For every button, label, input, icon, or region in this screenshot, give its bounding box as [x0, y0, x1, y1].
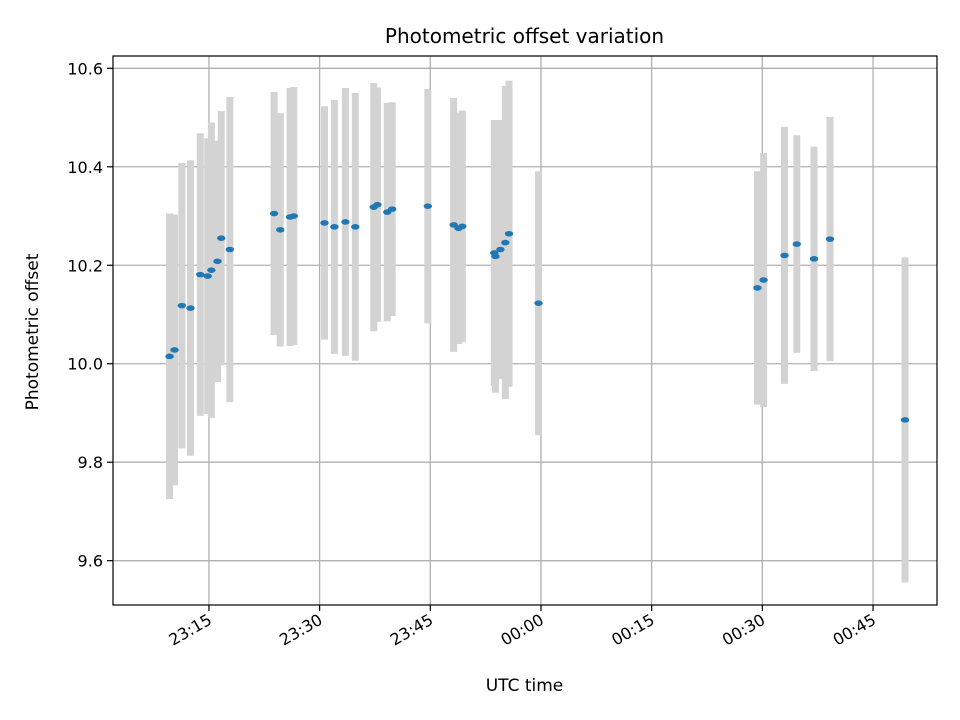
data-point [504, 230, 514, 237]
x-tick-label: 23:30 [276, 610, 325, 650]
data-point [177, 302, 187, 309]
data-point [491, 253, 500, 260]
data-point [351, 224, 360, 230]
x-tick-label: 23:15 [165, 610, 214, 650]
y-axis-ticks: 9.6 9.8 10.0 10.2 10.4 10.6 [67, 59, 113, 571]
data-point [759, 277, 768, 283]
data-point [170, 347, 179, 353]
data-point [203, 273, 212, 279]
data-point [289, 213, 298, 219]
data-point [186, 305, 195, 311]
data-point [213, 258, 222, 265]
data-point [825, 236, 835, 242]
data-point [165, 353, 174, 360]
data-point [207, 267, 216, 273]
data-point [534, 300, 543, 306]
y-tick-label: 10.0 [67, 355, 103, 374]
y-tick-label: 10.2 [67, 256, 103, 275]
y-axis-label: Photometric offset [23, 253, 43, 410]
data-point [269, 210, 279, 217]
data-point [320, 220, 329, 226]
x-tick-label: 23:45 [387, 610, 436, 650]
data-point [753, 285, 762, 291]
x-tick-label: 00:00 [498, 610, 547, 650]
x-tick-label: 00:15 [608, 610, 657, 650]
data-point [341, 219, 350, 225]
x-tick-label: 00:45 [830, 610, 879, 650]
data-point [792, 241, 801, 247]
data-point [225, 246, 235, 253]
plot-frame [112, 55, 938, 606]
data-point [373, 201, 382, 208]
data-point [217, 235, 226, 241]
x-axis-ticks: 23:15 23:30 23:45 00:00 00:15 00:30 00:45 [165, 605, 879, 650]
y-tick-label: 10.6 [67, 59, 103, 78]
data-point [501, 239, 510, 246]
x-axis-label: UTC time [486, 676, 564, 696]
data-point [196, 271, 205, 278]
data-point [276, 227, 285, 233]
data-point [458, 223, 467, 230]
error-bars [166, 80, 909, 583]
data-point [780, 252, 789, 259]
data-point [423, 203, 433, 209]
data-point [809, 256, 819, 262]
chart-title: Photometric offset variation [385, 24, 664, 48]
data-point [900, 417, 910, 423]
data-point [330, 224, 339, 230]
data-point [387, 206, 397, 212]
x-tick-label: 00:30 [719, 610, 768, 650]
y-tick-label: 9.8 [78, 453, 103, 472]
y-tick-label: 10.4 [67, 158, 103, 177]
y-tick-label: 9.6 [78, 552, 103, 571]
data-point [496, 246, 505, 253]
data-points [165, 201, 910, 423]
